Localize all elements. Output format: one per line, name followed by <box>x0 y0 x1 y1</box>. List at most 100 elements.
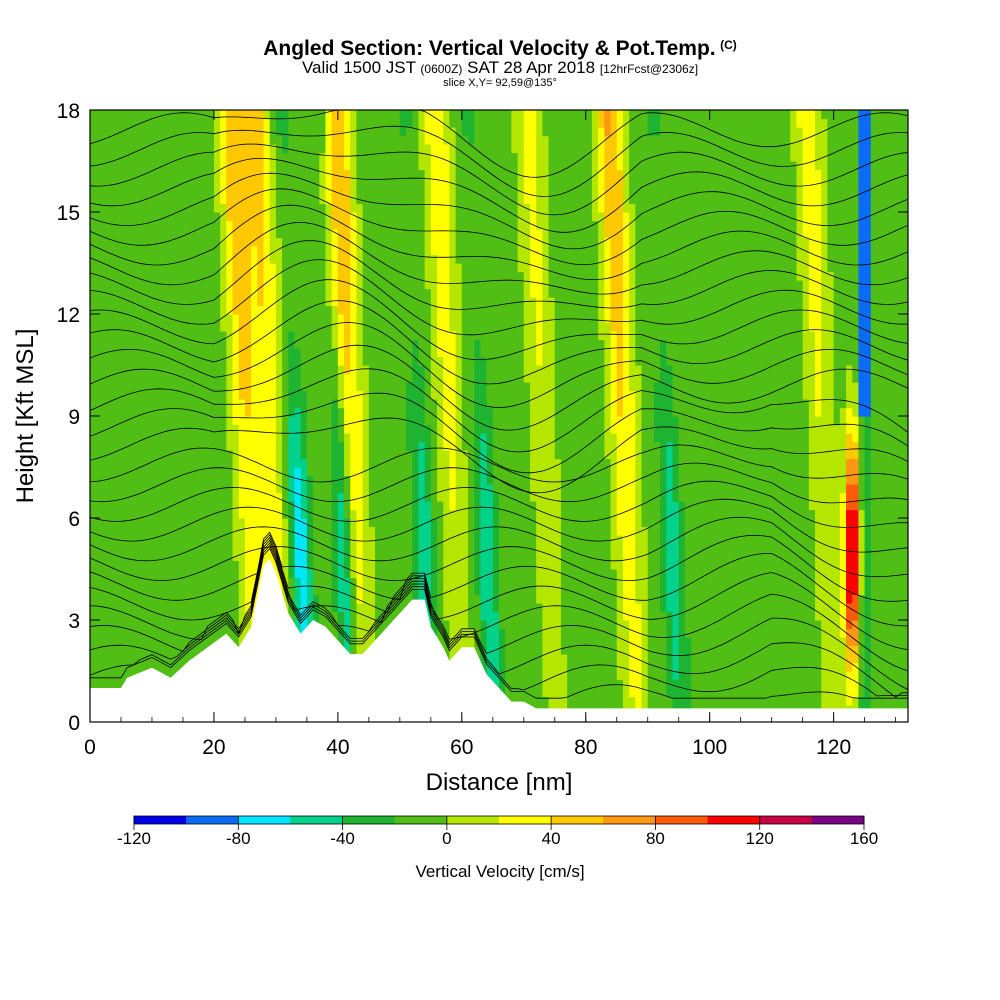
vv-cell <box>368 263 376 273</box>
vv-cell <box>499 280 506 290</box>
vv-cell <box>499 560 506 570</box>
vv-cell <box>368 220 376 230</box>
vv-cell <box>133 424 141 434</box>
vv-cell <box>356 186 364 196</box>
vv-cell <box>331 339 339 349</box>
vv-cell <box>461 424 469 434</box>
vv-cell <box>381 135 389 145</box>
vv-cell <box>294 314 302 324</box>
vv-cell <box>499 169 506 179</box>
vv-cell <box>399 263 407 273</box>
vv-cell <box>437 322 444 332</box>
vv-cell <box>331 373 339 383</box>
vv-cell <box>232 586 240 596</box>
vv-cell <box>319 416 327 426</box>
vv-cell <box>412 484 420 494</box>
vv-cell <box>102 203 110 213</box>
vv-cell <box>195 475 203 485</box>
vv-cell <box>486 280 494 290</box>
vv-cell <box>418 186 426 196</box>
vv-cell <box>257 526 265 536</box>
vv-cell <box>443 178 451 188</box>
vv-cell <box>133 348 141 358</box>
vv-cell <box>288 161 296 171</box>
vv-cell <box>356 237 364 247</box>
vv-cell <box>313 144 320 154</box>
vv-cell <box>213 603 221 613</box>
vv-cell <box>486 637 494 647</box>
vv-cell <box>195 212 203 222</box>
vv-cell <box>201 135 209 145</box>
vv-cell <box>282 433 289 443</box>
vv-cell <box>251 390 258 400</box>
vv-cell <box>151 509 159 519</box>
vv-cell <box>96 348 103 358</box>
vv-cell <box>350 475 358 485</box>
vv-cell <box>375 263 382 273</box>
vv-cell <box>486 331 494 341</box>
vv-cell <box>244 475 252 485</box>
vv-cell <box>282 331 289 341</box>
vv-cell <box>213 416 221 426</box>
vv-cell <box>275 212 283 222</box>
vv-cell <box>356 518 364 528</box>
vv-cell <box>492 441 500 451</box>
vv-cell <box>486 577 494 587</box>
vv-cell <box>170 441 178 451</box>
vv-cell <box>238 458 246 468</box>
vv-cell <box>90 560 97 570</box>
vv-cell <box>480 322 488 332</box>
vv-cell <box>232 569 240 579</box>
vv-cell <box>319 611 327 621</box>
vv-cell <box>480 220 488 230</box>
vv-cell <box>319 356 327 366</box>
vv-cell <box>443 450 451 460</box>
vv-cell <box>170 356 178 366</box>
vv-cell <box>189 305 196 315</box>
vv-cell <box>164 407 172 417</box>
vv-cell <box>412 305 420 315</box>
vv-cell <box>207 118 215 128</box>
vv-cell <box>269 339 277 349</box>
vv-cell <box>164 433 172 443</box>
vv-cell <box>492 220 500 230</box>
vv-cell <box>480 501 488 511</box>
vv-cell <box>282 475 289 485</box>
vv-cell <box>232 271 240 281</box>
vv-cell <box>139 458 147 468</box>
vv-cell <box>449 195 457 205</box>
vv-cell <box>356 509 364 519</box>
vv-cell <box>387 254 395 264</box>
vv-cell <box>120 662 128 672</box>
vv-cell <box>430 135 438 145</box>
vv-cell <box>127 416 134 426</box>
vv-cell <box>170 458 178 468</box>
vv-cell <box>288 203 296 213</box>
vv-cell <box>120 305 128 315</box>
vv-cell <box>325 390 333 400</box>
vv-cell <box>356 645 364 655</box>
vv-cell <box>257 492 265 502</box>
vv-cell <box>424 390 432 400</box>
vv-cell <box>325 594 333 604</box>
vv-cell <box>381 518 389 528</box>
vv-cell <box>90 135 97 145</box>
vv-cell <box>480 637 488 647</box>
vv-cell <box>275 161 283 171</box>
vv-cell <box>158 263 165 273</box>
vv-cell <box>238 637 246 647</box>
vv-cell <box>257 348 265 358</box>
vv-cell <box>275 127 283 137</box>
vv-cell <box>461 518 469 528</box>
vv-cell <box>486 645 494 655</box>
vv-cell <box>344 135 351 145</box>
vv-cell <box>461 305 469 315</box>
vv-cell <box>424 382 432 392</box>
vv-cell <box>201 220 209 230</box>
vv-cell <box>263 416 271 426</box>
vv-cell <box>511 594 519 604</box>
vv-cell <box>195 161 203 171</box>
vv-cell <box>492 161 500 171</box>
vv-cell <box>368 212 376 222</box>
vv-cell <box>331 509 339 519</box>
